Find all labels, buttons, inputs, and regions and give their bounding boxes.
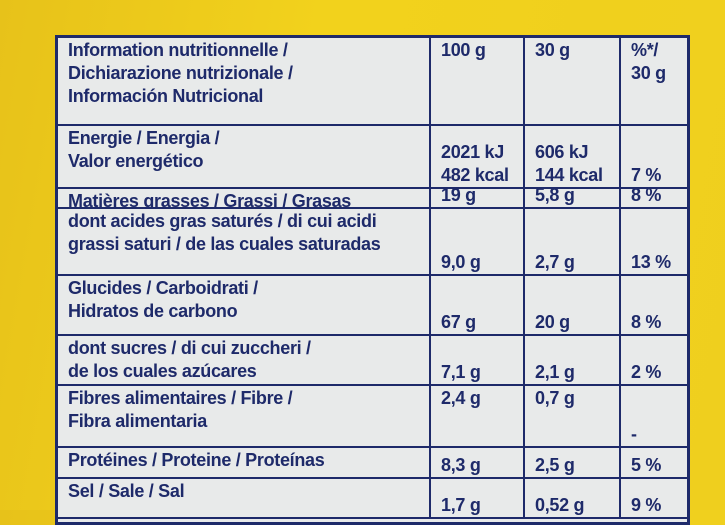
cell-line: Hidratos de carbono xyxy=(68,301,238,321)
nutrient-value: 2,1 g xyxy=(525,336,621,386)
nutrient-value: 5 % xyxy=(621,448,687,479)
cell-line: 19 g xyxy=(441,189,476,205)
cell-line: Information nutritionnelle / xyxy=(68,40,288,60)
cell-line: 2,1 g xyxy=(535,362,575,382)
nutrient-label: Matières grasses / Grassi / Grasas xyxy=(58,189,431,209)
nutrient-value: 2,4 g xyxy=(431,386,525,448)
nutrient-value: 19 g xyxy=(431,189,525,209)
nutrient-value: 5,8 g xyxy=(525,189,621,209)
cell-line: Valor energético xyxy=(68,151,204,171)
nutrient-value: 2 % xyxy=(621,336,687,386)
cell-line: 2,5 g xyxy=(535,455,575,475)
cell-line: dont acides gras saturés / di cui acidi xyxy=(68,211,377,231)
cell-line: 8,3 g xyxy=(441,455,481,475)
nutrient-value: 8 % xyxy=(621,189,687,209)
header-cell: 30 g xyxy=(525,38,621,126)
nutrient-label: Sel / Sale / Sal xyxy=(58,479,431,519)
nutrient-value: 0,52 g xyxy=(525,479,621,519)
nutrient-value: 20 g xyxy=(525,276,621,336)
cell-line: 100 g xyxy=(441,40,486,60)
nutrient-label: Fibres alimentaires / Fibre / Fibra alime… xyxy=(58,386,431,448)
cell-line: 7 % xyxy=(631,165,662,185)
nutrient-value: 2021 kJ 482 kcal xyxy=(431,126,525,189)
nutrient-value: 8,3 g xyxy=(431,448,525,479)
cell-line: Sel / Sale / Sal xyxy=(68,481,185,501)
cell-line: %*/ xyxy=(631,40,659,60)
nutrient-label: dont sucres / di cui zuccheri / de los cu… xyxy=(58,336,431,386)
nutrient-value: 67 g xyxy=(431,276,525,336)
cell-line: 8 % xyxy=(631,312,662,332)
cell-line: 30 g xyxy=(535,40,570,60)
cell-line: 5 % xyxy=(631,455,662,475)
header-cell: %*/ 30 g xyxy=(621,38,687,126)
nutrient-value: 1,7 g xyxy=(431,479,525,519)
cell-line: 13 % xyxy=(631,252,671,272)
nutrient-value: 2,5 g xyxy=(525,448,621,479)
cell-line: Información Nutricional xyxy=(68,86,264,106)
cell-line: 9 % xyxy=(631,495,662,515)
cell-line: Protéines / Proteine / Proteínas xyxy=(68,450,325,470)
cell-line: 30 g xyxy=(631,63,666,83)
nutrient-label: dont acides gras saturés / di cui acidi g… xyxy=(58,209,431,276)
cell-line: de los cuales azúcares xyxy=(68,361,257,381)
nutrient-value: 7,1 g xyxy=(431,336,525,386)
cell-line: 144 kcal xyxy=(535,165,603,185)
header-cell: Information nutritionnelle / Dichiarazion… xyxy=(58,38,431,126)
cell-line: 8 % xyxy=(631,189,662,205)
cell-line: 0,52 g xyxy=(535,495,585,515)
nutrient-label: Protéines / Proteine / Proteínas xyxy=(58,448,431,479)
nutrient-value: 7 % xyxy=(621,126,687,189)
cell-line: grassi saturi / de las cuales saturadas xyxy=(68,234,381,254)
cell-line: 7,1 g xyxy=(441,362,481,382)
cell-line: Fibres alimentaires / Fibre / xyxy=(68,388,293,408)
cell-line: dont sucres / di cui zuccheri / xyxy=(68,338,311,358)
nutrient-value: 8 % xyxy=(621,276,687,336)
nutrient-value: 606 kJ 144 kcal xyxy=(525,126,621,189)
cell-line: 2,4 g xyxy=(441,388,481,408)
nutrient-value: 0,7 g xyxy=(525,386,621,448)
cell-line: Dichiarazione nutrizionale / xyxy=(68,63,293,83)
cell-line: Glucides / Carboidrati / xyxy=(68,278,258,298)
cell-line: 5,8 g xyxy=(535,189,575,205)
cell-line: 2021 kJ xyxy=(441,142,504,162)
header-cell: 100 g xyxy=(431,38,525,126)
cell-line: - xyxy=(631,424,637,444)
cell-line: 67 g xyxy=(441,312,476,332)
cell-line: 482 kcal xyxy=(441,165,509,185)
cell-line: 9,0 g xyxy=(441,252,481,272)
nutrient-value: 9 % xyxy=(621,479,687,519)
cell-line: Fibra alimentaria xyxy=(68,411,207,431)
nutrient-label: Glucides / Carboidrati / Hidratos de carb… xyxy=(58,276,431,336)
cell-line: Matières grasses / Grassi / Grasas xyxy=(68,191,351,209)
nutrient-value: 2,7 g xyxy=(525,209,621,276)
cell-line: 2,7 g xyxy=(535,252,575,272)
cell-line: 20 g xyxy=(535,312,570,332)
nutrition-table: Information nutritionnelle / Dichiarazion… xyxy=(55,35,690,525)
nutrient-value: 13 % xyxy=(621,209,687,276)
nutrient-value: - xyxy=(621,386,687,448)
cell-line: 0,7 g xyxy=(535,388,575,408)
cell-line: 1,7 g xyxy=(441,495,481,515)
nutrient-value: 9,0 g xyxy=(431,209,525,276)
cell-line: Energie / Energia / xyxy=(68,128,220,148)
nutrient-label: Energie / Energia / Valor energético xyxy=(58,126,431,189)
cell-line: 2 % xyxy=(631,362,662,382)
cell-line: 606 kJ xyxy=(535,142,589,162)
